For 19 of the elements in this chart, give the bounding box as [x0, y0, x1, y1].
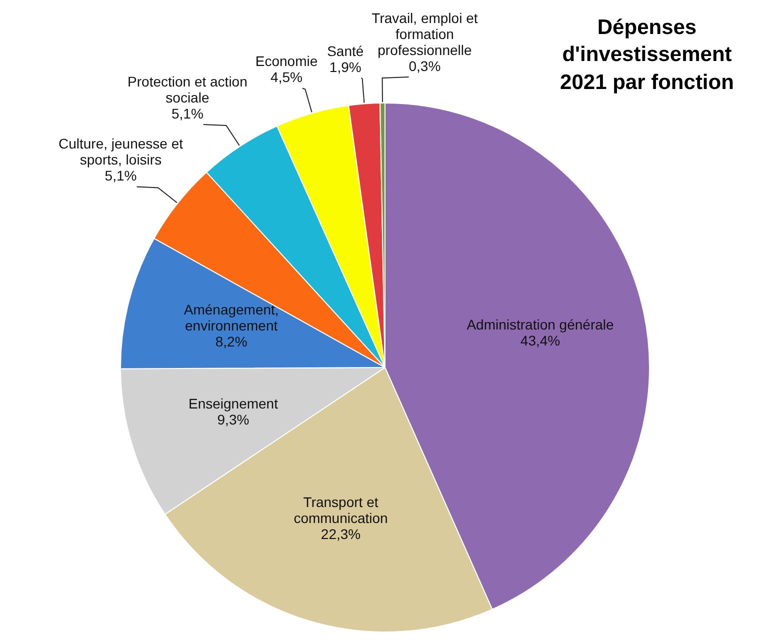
slice-label: Aménagement, environnement — [184, 302, 279, 334]
data-label: 4,5% — [270, 69, 302, 86]
data-label: 5,1% — [104, 168, 137, 184]
data-label: 1,9% — [329, 58, 362, 75]
slice-label: Transport et communication — [294, 494, 388, 526]
slice-label: Enseignement — [188, 396, 278, 412]
data-label: 5,1% — [171, 105, 204, 122]
data-label: 22,3% — [320, 526, 361, 542]
data-label: 0,3% — [408, 58, 441, 74]
data-label: 9,3% — [217, 412, 250, 428]
slice-label: Economie — [255, 53, 318, 70]
slice-label: Culture, jeunesse et sports, loisirs — [58, 136, 184, 168]
slice-label: Administration générale — [466, 316, 614, 332]
slice-label: Travail, emploi et formation professionnelle — [372, 10, 478, 58]
data-label: 8,2% — [215, 334, 248, 350]
slice-label: Santé — [327, 42, 364, 59]
text: Dépenses d'investissement 2021 par fonction — [559, 15, 735, 96]
data-label: 43,4% — [520, 332, 560, 348]
slice-label: Protection et action sociale — [128, 73, 248, 106]
